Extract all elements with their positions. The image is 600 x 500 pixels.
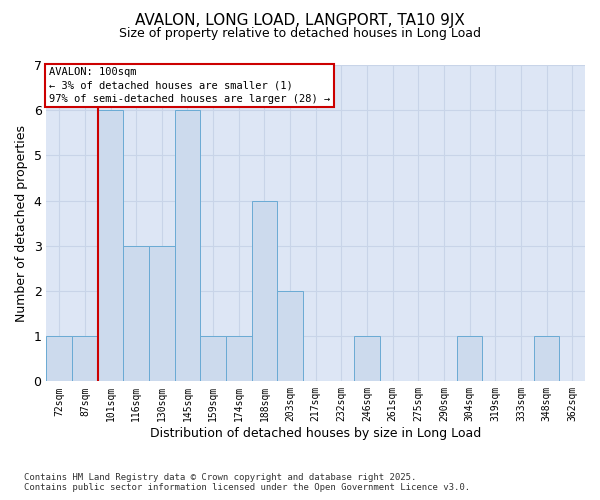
Text: AVALON, LONG LOAD, LANGPORT, TA10 9JX: AVALON, LONG LOAD, LANGPORT, TA10 9JX xyxy=(135,12,465,28)
Bar xyxy=(72,336,98,382)
Bar xyxy=(98,110,124,382)
Text: Size of property relative to detached houses in Long Load: Size of property relative to detached ho… xyxy=(119,28,481,40)
Bar xyxy=(46,336,72,382)
Bar xyxy=(457,336,482,382)
Bar xyxy=(534,336,559,382)
Bar xyxy=(226,336,251,382)
Text: AVALON: 100sqm
← 3% of detached houses are smaller (1)
97% of semi-detached hous: AVALON: 100sqm ← 3% of detached houses a… xyxy=(49,68,330,104)
Bar xyxy=(354,336,380,382)
Bar xyxy=(277,291,303,382)
X-axis label: Distribution of detached houses by size in Long Load: Distribution of detached houses by size … xyxy=(150,427,481,440)
Y-axis label: Number of detached properties: Number of detached properties xyxy=(15,124,28,322)
Text: Contains HM Land Registry data © Crown copyright and database right 2025.
Contai: Contains HM Land Registry data © Crown c… xyxy=(24,473,470,492)
Bar xyxy=(124,246,149,382)
Bar xyxy=(149,246,175,382)
Bar xyxy=(175,110,200,382)
Bar xyxy=(251,200,277,382)
Bar xyxy=(200,336,226,382)
